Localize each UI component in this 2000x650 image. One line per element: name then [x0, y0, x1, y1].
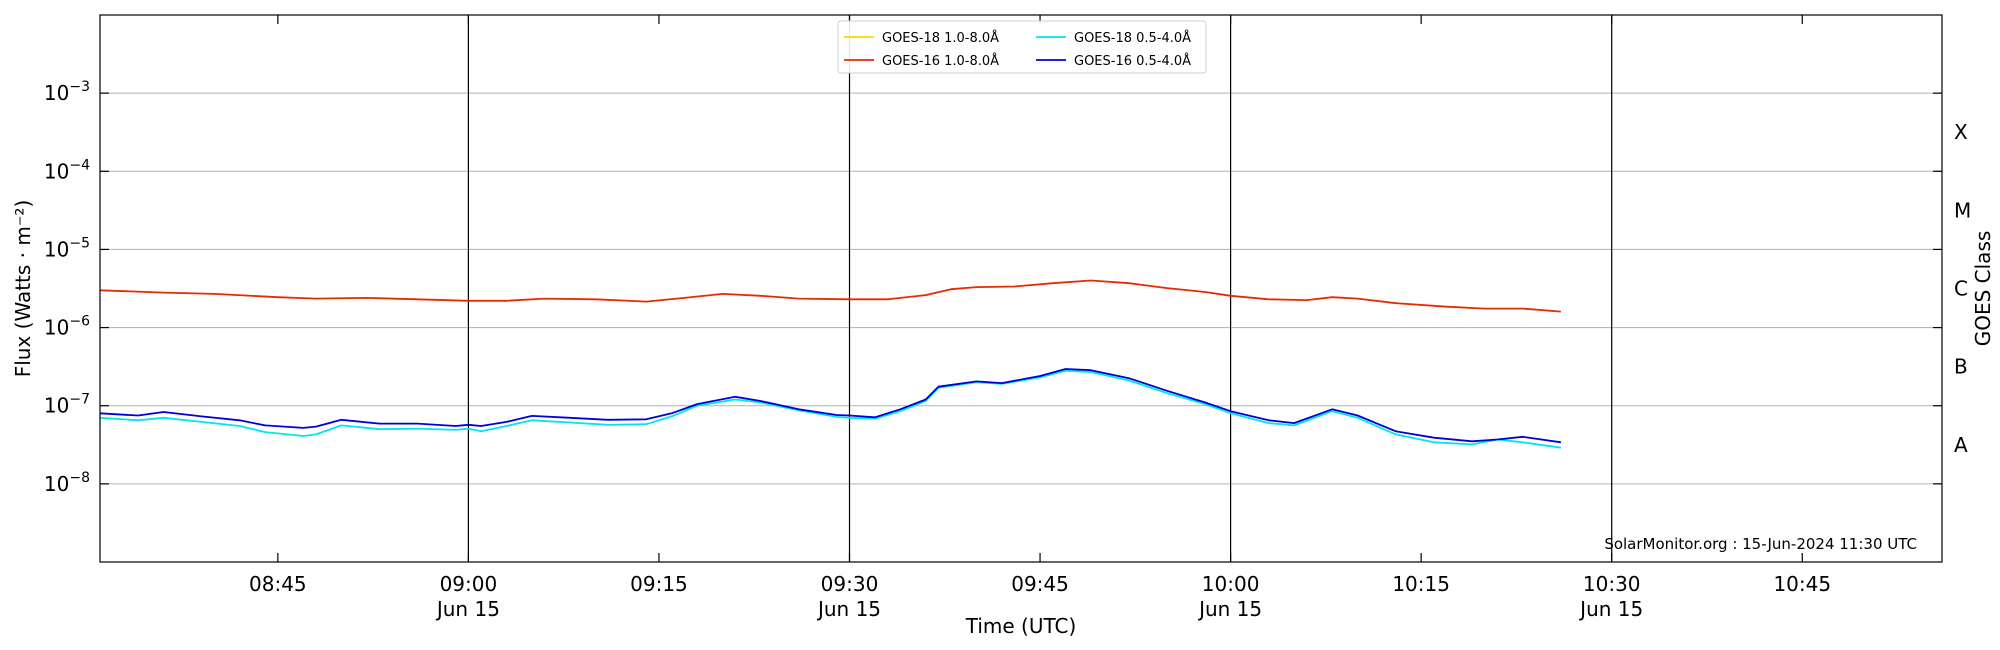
legend-label: GOES-16 1.0-8.0Å	[882, 53, 999, 69]
series-line-1	[99, 279, 1561, 313]
x-tick-label: 10:00	[1202, 572, 1260, 596]
y-tick-label: 10−5	[44, 235, 90, 261]
legend-label: GOES-16 0.5-4.0Å	[1074, 53, 1191, 69]
y-axis-title: Flux (Watts · m⁻²)	[11, 200, 35, 378]
y-tick-label: 10−6	[44, 314, 90, 340]
legend-label: GOES-18 1.0-8.0Å	[882, 30, 999, 46]
legend-box	[837, 20, 1207, 74]
x-tick-label: 09:15	[630, 572, 688, 596]
series-lines	[99, 279, 1562, 449]
y-tick-label: 10−4	[44, 157, 90, 183]
x-tick-label: 10:45	[1773, 572, 1831, 596]
legend: GOES-18 1.0-8.0Å GOES-16 1.0-8.0Å GOES-18 …	[837, 20, 1207, 74]
legend-label: GOES-18 0.5-4.0Å	[1074, 30, 1191, 46]
x-tick-label: 09:30	[821, 572, 879, 596]
legend-item: GOES-16 1.0-8.0Å	[844, 53, 999, 69]
goes-class-label: X	[1954, 120, 1968, 144]
goes-class-labels: A B C M X	[1954, 120, 1971, 457]
x-tick-date-label: Jun 15	[1197, 597, 1262, 621]
legend-item: GOES-18 0.5-4.0Å	[1036, 30, 1191, 46]
goes-class-label: A	[1954, 433, 1968, 457]
x-tick-label: 09:00	[440, 572, 498, 596]
right-axis-title: GOES Class	[1971, 231, 1995, 347]
series-line-2	[99, 369, 1562, 449]
y-tick-label: 10−8	[44, 470, 90, 496]
source-annotation: SolarMonitor.org : 15-Jun-2024 11:30 UTC	[1604, 535, 1917, 553]
time-marker-lines	[467, 15, 1613, 562]
x-tick-label: 09:45	[1011, 572, 1069, 596]
x-tick-label: 10:15	[1392, 572, 1450, 596]
goes-class-label: C	[1954, 277, 1968, 301]
x-tick-label: 10:30	[1583, 572, 1641, 596]
legend-item: GOES-16 0.5-4.0Å	[1036, 53, 1191, 69]
axis-ticks	[100, 15, 1942, 562]
y-tick-labels: 10−8 10−7 10−6 10−5 10−4 10−3	[44, 79, 90, 496]
x-tick-label: 08:45	[249, 572, 307, 596]
x-tick-date-label: Jun 15	[816, 597, 881, 621]
x-tick-date-label: Jun 15	[1578, 597, 1643, 621]
x-axis-title: Time (UTC)	[965, 614, 1077, 638]
legend-item: GOES-18 1.0-8.0Å	[844, 30, 999, 46]
plot-frame	[99, 14, 1943, 563]
goes-class-label: M	[1954, 198, 1971, 222]
x-tick-date-label: Jun 15	[435, 597, 500, 621]
goes-class-label: B	[1954, 355, 1968, 379]
y-tick-label: 10−3	[44, 79, 90, 105]
y-tick-label: 10−7	[44, 392, 90, 418]
series-line-3	[99, 368, 1562, 444]
grid-lines	[100, 92, 1942, 485]
